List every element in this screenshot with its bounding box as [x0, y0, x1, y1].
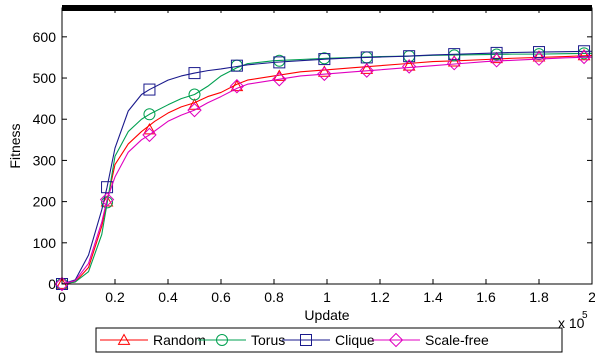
- legend-entry-random: Random: [100, 332, 206, 348]
- data-point-clique: [273, 56, 286, 69]
- legend-entry-torus: Torus: [198, 332, 285, 348]
- legend-label-random: Random: [153, 332, 206, 348]
- series-line-clique: [61, 50, 593, 285]
- x-tick-label: 0: [58, 289, 66, 305]
- x-tick-label: 0.2: [105, 289, 125, 305]
- data-point-random: [402, 59, 416, 71]
- data-point-clique: [448, 48, 461, 61]
- legend: Random Torus Clique Scale-free: [95, 327, 563, 353]
- x-tick-label: 0.8: [264, 289, 284, 305]
- plot-frame: [61, 7, 593, 285]
- data-point-random: [360, 62, 374, 74]
- data-point-scale-free: [359, 63, 374, 78]
- data-point-random: [230, 79, 244, 92]
- legend-marker-clique: [300, 334, 312, 346]
- series-torus: [56, 47, 593, 290]
- y-tick-label: 400: [33, 111, 57, 127]
- data-point-clique: [403, 50, 416, 63]
- series-scale-free: [54, 49, 593, 292]
- series-line-torus: [61, 52, 593, 285]
- data-point-scale-free: [576, 49, 592, 65]
- x-tick-label: 1.2: [370, 289, 390, 305]
- x-tick-label: 0.6: [211, 289, 231, 305]
- y-tick-label: 0: [48, 276, 56, 292]
- series-random: [55, 48, 593, 289]
- data-point-random: [577, 48, 591, 61]
- series-line-scale-free: [61, 56, 593, 285]
- legend-entry-clique: Clique: [282, 332, 375, 348]
- data-point-scale-free: [99, 192, 115, 207]
- data-point-random: [188, 98, 201, 110]
- legend-marker-torus: [216, 334, 228, 346]
- data-point-scale-free: [272, 72, 287, 87]
- x-axis: 0 0.2 0.4 0.6 0.8 1 1.2 1.4 1.6 1.8 2: [58, 8, 595, 305]
- legend-label-scale-free: Scale-free: [425, 332, 489, 348]
- data-point-clique: [360, 51, 373, 64]
- data-point-scale-free: [446, 55, 462, 71]
- x-tick-label: 1.8: [529, 289, 549, 305]
- x-multiplier-exponent: 5: [582, 310, 588, 321]
- data-point-scale-free: [142, 127, 157, 143]
- data-point-clique: [318, 53, 331, 66]
- data-point-scale-free: [401, 59, 417, 74]
- data-point-clique: [143, 83, 156, 96]
- plot-area: [54, 45, 593, 292]
- y-tick-label: 500: [33, 70, 57, 86]
- data-point-scale-free: [229, 79, 245, 94]
- data-point-scale-free: [489, 53, 504, 68]
- y-tick-label: 600: [33, 29, 57, 45]
- x-multiplier: x 10 5: [558, 310, 588, 331]
- series-line-random: [61, 54, 593, 285]
- data-point-torus: [101, 196, 114, 209]
- data-point-scale-free: [531, 51, 547, 66]
- y-axis: 0 100 200 300 400 500 600: [33, 29, 592, 292]
- y-tick-label: 200: [33, 194, 57, 210]
- y-tick-label: 300: [33, 152, 57, 168]
- x-tick-label: 2: [588, 289, 595, 305]
- data-point-clique: [230, 59, 243, 72]
- x-tick-label: 1: [323, 289, 331, 305]
- legend-marker-scale-free: [388, 332, 404, 348]
- legend-entry-scale-free: Scale-free: [372, 332, 489, 348]
- x-tick-label: 1.4: [423, 289, 443, 305]
- x-tick-label: 1.6: [476, 289, 496, 305]
- data-point-torus: [143, 108, 156, 121]
- data-point-torus: [188, 88, 201, 101]
- x-tick-label: 0.4: [158, 289, 178, 305]
- data-point-random: [143, 122, 156, 135]
- data-point-scale-free: [187, 102, 202, 118]
- series-clique: [56, 45, 593, 290]
- data-point-clique: [533, 46, 545, 59]
- data-point-clique: [490, 46, 503, 59]
- data-point-scale-free: [317, 66, 332, 82]
- data-point-random: [447, 55, 461, 67]
- legend-label-clique: Clique: [335, 332, 375, 348]
- data-point-scale-free: [54, 276, 70, 292]
- data-point-random: [318, 65, 331, 77]
- y-axis-title: Fitness: [7, 123, 23, 168]
- legend-label-torus: Torus: [251, 332, 285, 348]
- data-point-random: [490, 51, 503, 64]
- y-tick-label: 100: [33, 235, 57, 251]
- legend-marker-random: [117, 333, 131, 345]
- x-multiplier-label: x 10: [558, 315, 585, 331]
- data-point-clique: [188, 67, 201, 80]
- data-point-random: [532, 50, 546, 62]
- x-axis-title: Update: [304, 307, 349, 323]
